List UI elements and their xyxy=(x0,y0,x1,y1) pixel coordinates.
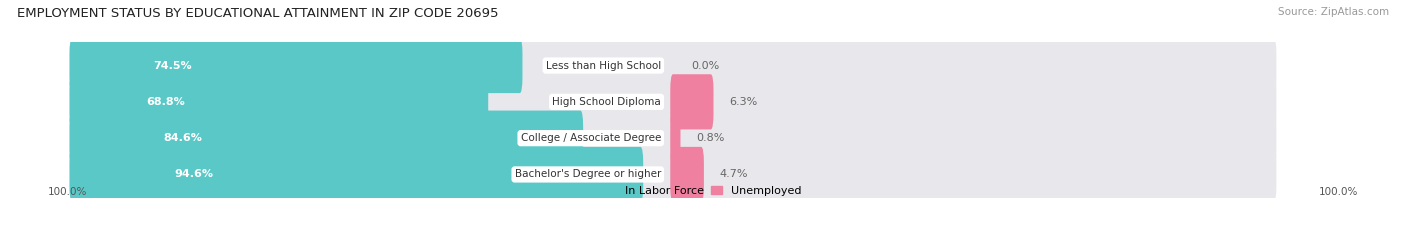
FancyBboxPatch shape xyxy=(69,110,1277,166)
Text: 100.0%: 100.0% xyxy=(1319,187,1358,197)
FancyBboxPatch shape xyxy=(69,110,583,166)
FancyBboxPatch shape xyxy=(671,147,704,202)
Text: EMPLOYMENT STATUS BY EDUCATIONAL ATTAINMENT IN ZIP CODE 20695: EMPLOYMENT STATUS BY EDUCATIONAL ATTAINM… xyxy=(17,7,498,20)
FancyBboxPatch shape xyxy=(69,38,523,93)
Text: Source: ZipAtlas.com: Source: ZipAtlas.com xyxy=(1278,7,1389,17)
Text: 0.0%: 0.0% xyxy=(690,61,720,71)
FancyBboxPatch shape xyxy=(69,74,1277,130)
Text: 6.3%: 6.3% xyxy=(728,97,756,107)
Text: 100.0%: 100.0% xyxy=(48,187,87,197)
Text: High School Diploma: High School Diploma xyxy=(553,97,661,107)
Text: 74.5%: 74.5% xyxy=(153,61,191,71)
Text: 84.6%: 84.6% xyxy=(163,133,202,143)
Legend: In Labor Force, Unemployed: In Labor Force, Unemployed xyxy=(600,181,806,200)
Text: College / Associate Degree: College / Associate Degree xyxy=(520,133,661,143)
Text: 94.6%: 94.6% xyxy=(174,169,214,179)
Text: Less than High School: Less than High School xyxy=(546,61,661,71)
FancyBboxPatch shape xyxy=(69,147,643,202)
FancyBboxPatch shape xyxy=(69,147,1277,202)
Text: 68.8%: 68.8% xyxy=(146,97,186,107)
FancyBboxPatch shape xyxy=(671,74,713,130)
FancyBboxPatch shape xyxy=(69,38,1277,93)
FancyBboxPatch shape xyxy=(671,110,681,166)
FancyBboxPatch shape xyxy=(69,74,488,130)
Text: Bachelor's Degree or higher: Bachelor's Degree or higher xyxy=(515,169,661,179)
Text: 4.7%: 4.7% xyxy=(720,169,748,179)
Text: 0.8%: 0.8% xyxy=(696,133,724,143)
